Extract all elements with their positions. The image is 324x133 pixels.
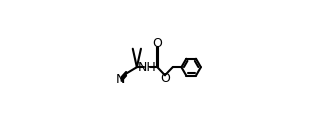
- Text: NH: NH: [138, 61, 156, 74]
- Text: O: O: [152, 37, 162, 50]
- Text: O: O: [160, 72, 170, 85]
- Text: N: N: [115, 73, 125, 86]
